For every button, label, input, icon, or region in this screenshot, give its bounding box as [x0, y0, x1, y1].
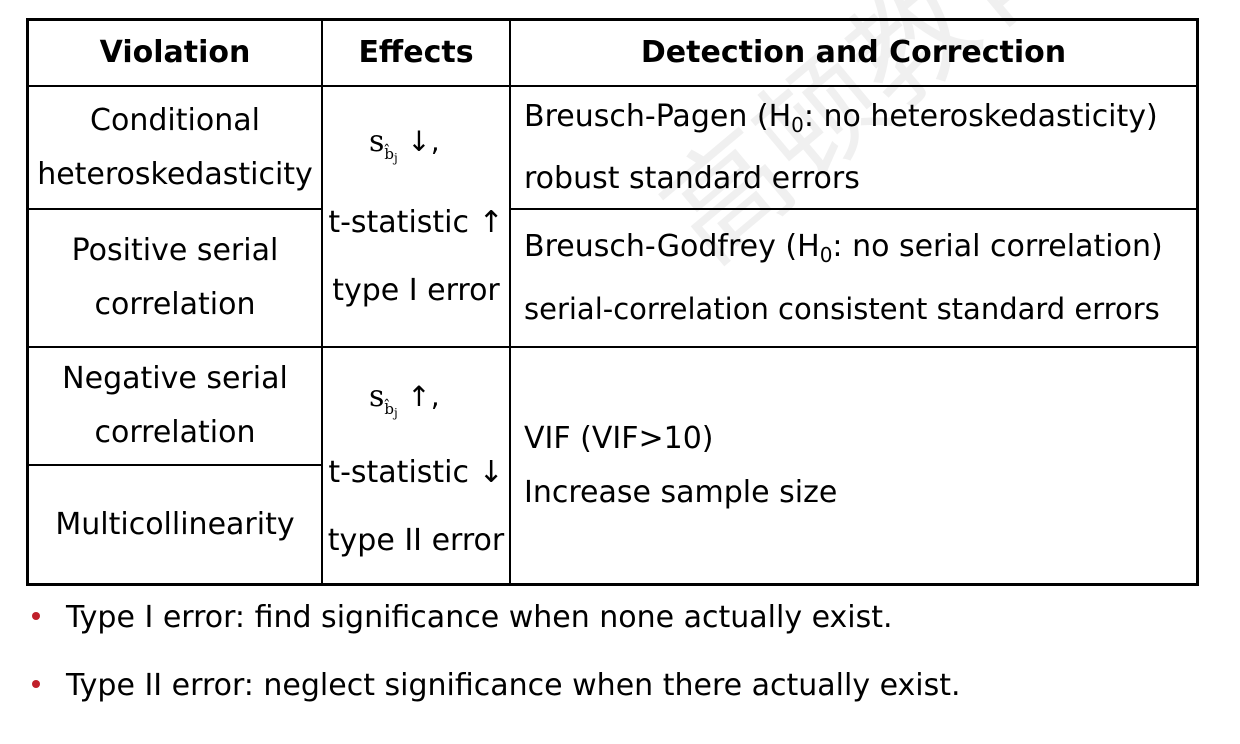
- effect-std-error-down: sb̂j ↓,: [369, 124, 440, 165]
- row-divider: [29, 346, 1196, 348]
- row-divider: [510, 208, 1196, 210]
- row-divider: [29, 464, 321, 466]
- bullet-icon: [32, 679, 40, 688]
- arrow-down-icon: ↓,: [407, 125, 440, 158]
- row-divider: [29, 85, 1196, 87]
- detection-breusch-godfrey: Breusch-Godfrey (H0: no serial correlati…: [511, 210, 1196, 346]
- header-detection-correction: Detection and Correction: [640, 35, 1067, 70]
- violation-line: correlation: [94, 287, 256, 322]
- detection-correction-line: Increase sample size: [524, 474, 838, 510]
- arrow-up-icon: ↑,: [407, 380, 440, 413]
- note-type-i-error: Type I error: find significance when non…: [32, 600, 893, 635]
- detection-test-line: Breusch-Godfrey (H0: no serial correlati…: [524, 229, 1163, 267]
- violations-table: Violation Effects Detection and Correcti…: [26, 18, 1199, 586]
- col-divider: [321, 21, 323, 583]
- effect-t-statistic-down: t-statistic ↓: [328, 455, 504, 490]
- header-violation: Violation: [99, 35, 251, 70]
- note-type-ii-error: Type II error: neglect significance when…: [32, 668, 961, 703]
- violation-conditional-heteroskedasticity: Conditional heteroskedasticity: [29, 87, 321, 208]
- violation-line: Positive serial: [71, 233, 279, 268]
- violation-line: Multicollinearity: [55, 506, 295, 542]
- violation-line: Conditional: [90, 102, 260, 138]
- effect-type-i-error: type I error: [332, 273, 500, 308]
- violation-line: heteroskedasticity: [37, 156, 313, 192]
- violation-line: Negative serial: [62, 361, 288, 396]
- detection-breusch-pagen: Breusch-Pagen (H0: no heteroskedasticity…: [511, 87, 1196, 208]
- effect-type-ii-error: type II error: [327, 523, 505, 558]
- note-text: Type II error: neglect significance when…: [66, 668, 961, 703]
- detection-test-line: VIF (VIF>10): [524, 420, 714, 456]
- violation-positive-serial-correlation: Positive serial correlation: [29, 210, 321, 346]
- col-divider: [509, 21, 511, 583]
- violation-line: correlation: [94, 415, 256, 450]
- detection-correction-line: serial-correlation consistent standard e…: [524, 292, 1160, 326]
- violation-negative-serial-correlation: Negative serial correlation: [29, 348, 321, 464]
- detection-test-line: Breusch-Pagen (H0: no heteroskedasticity…: [524, 98, 1158, 137]
- effect-std-error-up: sb̂j ↑,: [369, 379, 440, 420]
- detection-correction-line: robust standard errors: [524, 160, 860, 196]
- bullet-icon: [32, 611, 40, 620]
- detection-vif: VIF (VIF>10) Increase sample size: [511, 348, 1196, 583]
- violation-multicollinearity: Multicollinearity: [29, 466, 321, 583]
- effect-t-statistic-up: t-statistic ↑: [328, 205, 504, 240]
- row-divider: [29, 208, 321, 210]
- header-effects: Effects: [358, 35, 474, 70]
- note-text: Type I error: find significance when non…: [66, 600, 893, 635]
